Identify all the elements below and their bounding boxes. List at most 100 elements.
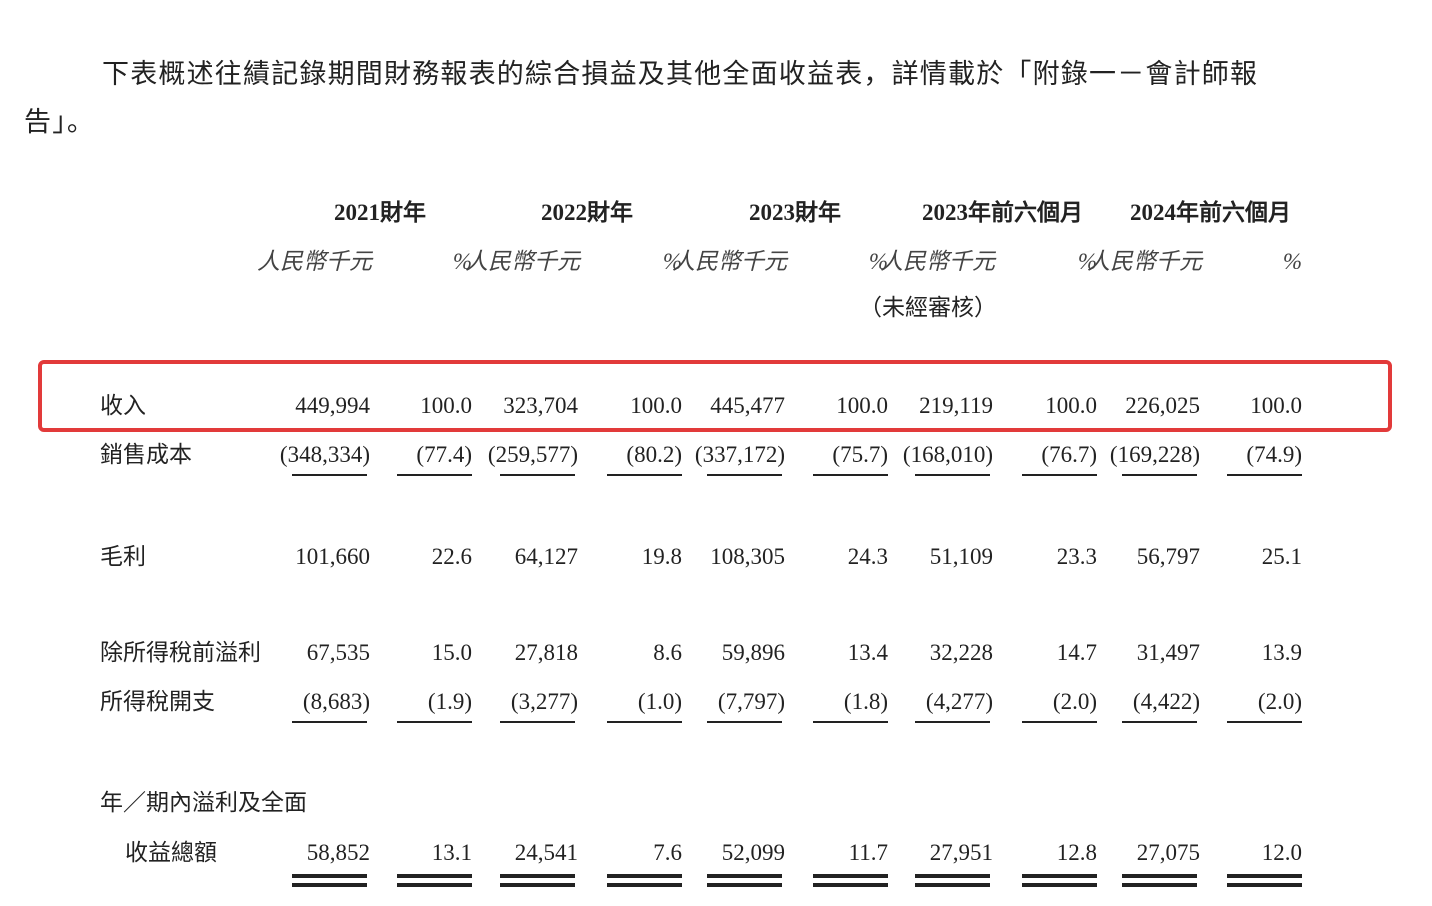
underline (292, 721, 367, 723)
cell-value: 23.3 (1056, 544, 1097, 569)
cell-value: 11.7 (848, 840, 888, 865)
period-header: 2024年前六個月 (1130, 200, 1291, 225)
cell-value: 101,660 (295, 544, 370, 569)
period-header: 2022財年 (541, 200, 633, 225)
period-header: 2021財年 (334, 200, 426, 225)
cell-value: 15.0 (431, 640, 472, 665)
double-underline (292, 883, 367, 887)
unaudited-note: （未經審核） (859, 295, 997, 320)
cell-value: (348,334) (279, 442, 370, 467)
double-underline (1022, 874, 1097, 878)
cell-value: 31,497 (1136, 640, 1200, 665)
cell-value: 27,818 (514, 640, 578, 665)
row-label: 所得稅開支 (100, 689, 215, 714)
period-header: 2023財年 (749, 200, 841, 225)
cell-value: 27,951 (929, 840, 993, 865)
highlight-box (38, 360, 1392, 432)
cell-value: 12.0 (1261, 840, 1302, 865)
cell-value: 226,025 (1125, 393, 1200, 418)
period-header: 2023年前六個月 (922, 200, 1083, 225)
cell-value: 22.6 (431, 544, 472, 569)
cell-value: 51,109 (929, 544, 993, 569)
cell-value: 58,852 (306, 840, 370, 865)
cell-value: (1.8) (843, 689, 888, 714)
cell-value: (1.0) (637, 689, 682, 714)
underline (1022, 474, 1097, 476)
cell-value: 100.0 (630, 393, 682, 418)
double-underline (1227, 883, 1302, 887)
cell-value: (2.0) (1257, 689, 1302, 714)
underline (813, 721, 888, 723)
underline (707, 721, 782, 723)
double-underline (1227, 874, 1302, 878)
underline (607, 721, 682, 723)
cell-value: (74.9) (1246, 442, 1302, 467)
percent-header: % (662, 249, 682, 274)
double-underline (1122, 874, 1197, 878)
unit-header: 人民幣千元 (465, 249, 580, 274)
cell-value: 13.9 (1261, 640, 1302, 665)
double-underline (813, 883, 888, 887)
cell-value: 100.0 (1250, 393, 1302, 418)
cell-value: 19.8 (641, 544, 682, 569)
underline (1227, 721, 1302, 723)
underline (1022, 721, 1097, 723)
unit-header: 人民幣千元 (880, 249, 995, 274)
underline (500, 474, 575, 476)
cell-value: (4,277) (925, 689, 993, 714)
cell-value: 56,797 (1136, 544, 1200, 569)
row-label: 收入 (100, 393, 146, 418)
underline (397, 721, 472, 723)
cell-value: 13.1 (431, 840, 472, 865)
cell-value: 24,541 (514, 840, 578, 865)
double-underline (707, 883, 782, 887)
cell-value: 449,994 (295, 393, 370, 418)
underline (1122, 474, 1197, 476)
cell-value: (75.7) (832, 442, 888, 467)
unit-header: 人民幣千元 (257, 249, 372, 274)
percent-header: % (868, 249, 888, 274)
cell-value: (8,683) (302, 689, 370, 714)
double-underline (607, 874, 682, 878)
underline (607, 474, 682, 476)
cell-value: 24.3 (847, 544, 888, 569)
cell-value: 219,119 (919, 393, 993, 418)
underline (915, 721, 990, 723)
double-underline (1022, 883, 1097, 887)
cell-value: 52,099 (721, 840, 785, 865)
cell-value: 100.0 (1045, 393, 1097, 418)
underline (500, 721, 575, 723)
cell-value: 100.0 (836, 393, 888, 418)
underline (707, 474, 782, 476)
cell-value: 64,127 (514, 544, 578, 569)
percent-header: % (1282, 249, 1302, 274)
underline (292, 474, 367, 476)
double-underline (397, 883, 472, 887)
cell-value: 7.6 (653, 840, 682, 865)
cell-value: 13.4 (847, 640, 888, 665)
double-underline (707, 874, 782, 878)
percent-header: % (1077, 249, 1097, 274)
cell-value: (169,228) (1109, 442, 1200, 467)
cell-value: 12.8 (1056, 840, 1097, 865)
cell-value: 8.6 (653, 640, 682, 665)
cell-value: 59,896 (721, 640, 785, 665)
row-label: 除所得稅前溢利 (100, 640, 261, 665)
underline (915, 474, 990, 476)
cell-value: (168,010) (902, 442, 993, 467)
row-label: 毛利 (100, 544, 146, 569)
cell-value: 14.7 (1056, 640, 1097, 665)
double-underline (1122, 883, 1197, 887)
row-label: 年／期內溢利及全面 (100, 790, 307, 815)
underline (397, 474, 472, 476)
underline (1227, 474, 1302, 476)
underline (813, 474, 888, 476)
cell-value: (1.9) (427, 689, 472, 714)
cell-value: (77.4) (416, 442, 472, 467)
intro-text: 下表概述往績記錄期間財務報表的綜合損益及其他全面收益表，詳情載於「附錄一－會計師… (24, 59, 1259, 137)
double-underline (292, 874, 367, 878)
cell-value: 100.0 (420, 393, 472, 418)
double-underline (500, 883, 575, 887)
cell-value: 67,535 (306, 640, 370, 665)
cell-value: (4,422) (1132, 689, 1200, 714)
